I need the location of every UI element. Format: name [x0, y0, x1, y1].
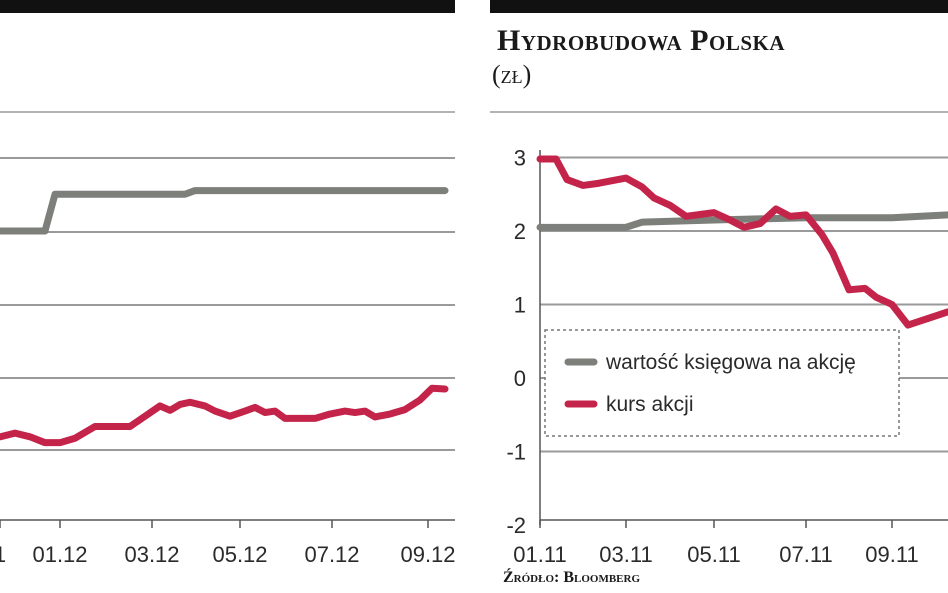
left-x-tick-label: 09.12 [400, 542, 455, 567]
source-note: Źródło: Bloomberg [503, 569, 641, 586]
legend-label: wartość księgowa na akcję [605, 351, 856, 374]
right-share-price-line [536, 155, 948, 329]
right-x-tick-label: 07.11 [779, 542, 832, 567]
left-x-tick-label: 03.12 [124, 542, 179, 567]
left-x-tick-label: 07.12 [304, 542, 359, 567]
left-x-tick-label: 05.12 [212, 542, 267, 567]
left-chart: 1 01.12 03.12 05.12 07.12 09.12 [0, 111, 456, 567]
legend-box [544, 329, 900, 437]
right-header-bar [490, 0, 948, 13]
legend-label: kurs akcji [606, 393, 694, 416]
chart-unit: (zł) [492, 60, 532, 89]
right-y-tick-label: -1 [506, 440, 526, 465]
left-header-bar [0, 0, 455, 13]
right-x-tick-label: 01.11 [513, 542, 566, 567]
right-y-tick-label: 1 [514, 293, 526, 318]
right-y-tick-label: 0 [514, 366, 526, 391]
left-x-tick-label: 01.12 [32, 542, 87, 567]
right-x-tick-label: 05.11 [687, 542, 740, 567]
right-y-tick-label: -2 [506, 513, 526, 538]
left-x-tick-label: 1 [0, 542, 6, 567]
left-book-value-line [0, 187, 449, 235]
chart-title: Hydrobudowa Polska [497, 24, 786, 57]
right-x-tick-label: 03.11 [599, 542, 652, 567]
right-y-tick-label: 3 [514, 146, 526, 171]
right-chart: 3 2 1 0 -1 -2 01.11 03.11 05.11 07.11 09.11 wartość… [490, 111, 948, 567]
right-x-tick-label: 09.11 [865, 542, 918, 567]
right-y-tick-label: 2 [514, 219, 526, 244]
left-share-price-line [0, 384, 449, 447]
right-book-value-line [536, 211, 948, 231]
